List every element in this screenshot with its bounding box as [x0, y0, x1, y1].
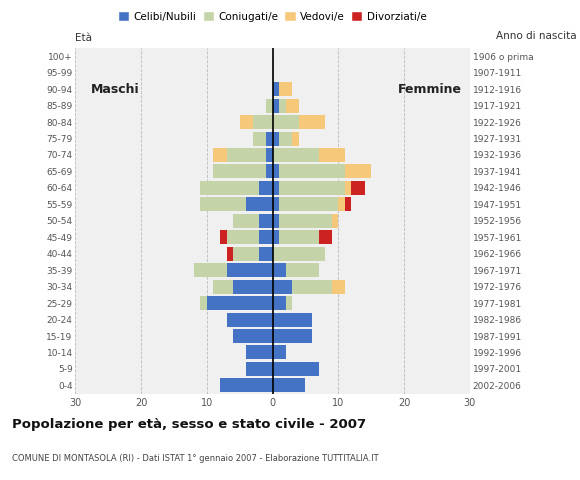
- Bar: [279, 82, 292, 96]
- Bar: [332, 280, 345, 294]
- Bar: [200, 296, 207, 310]
- Bar: [266, 98, 273, 113]
- Bar: [279, 230, 318, 244]
- Bar: [273, 263, 286, 277]
- Bar: [279, 165, 345, 179]
- Bar: [273, 230, 279, 244]
- Bar: [227, 312, 273, 326]
- Bar: [266, 148, 273, 162]
- Text: Età: Età: [75, 33, 92, 43]
- Bar: [220, 378, 273, 392]
- Bar: [332, 214, 338, 228]
- Bar: [246, 197, 273, 211]
- Bar: [351, 181, 365, 195]
- Bar: [273, 115, 299, 129]
- Bar: [279, 132, 292, 145]
- Bar: [273, 132, 279, 145]
- Bar: [345, 181, 351, 195]
- Bar: [259, 247, 273, 261]
- Bar: [227, 263, 273, 277]
- Bar: [227, 148, 266, 162]
- Bar: [345, 197, 351, 211]
- Bar: [345, 165, 371, 179]
- Bar: [213, 280, 233, 294]
- Bar: [200, 181, 259, 195]
- Bar: [279, 197, 338, 211]
- Bar: [273, 148, 318, 162]
- Bar: [273, 329, 312, 343]
- Bar: [233, 329, 273, 343]
- Bar: [273, 296, 286, 310]
- Bar: [273, 181, 279, 195]
- Bar: [292, 280, 332, 294]
- Bar: [273, 197, 279, 211]
- Bar: [279, 181, 345, 195]
- Bar: [246, 346, 273, 360]
- Bar: [273, 82, 279, 96]
- Bar: [273, 280, 292, 294]
- Bar: [273, 165, 279, 179]
- Bar: [318, 230, 332, 244]
- Text: Femmine: Femmine: [398, 83, 462, 96]
- Bar: [286, 263, 318, 277]
- Bar: [200, 197, 246, 211]
- Bar: [273, 312, 312, 326]
- Bar: [292, 132, 299, 145]
- Text: Popolazione per età, sesso e stato civile - 2007: Popolazione per età, sesso e stato civil…: [12, 418, 366, 431]
- Bar: [273, 362, 318, 376]
- Bar: [279, 98, 286, 113]
- Bar: [286, 296, 292, 310]
- Bar: [233, 247, 259, 261]
- Text: Anno di nascita: Anno di nascita: [496, 31, 577, 41]
- Bar: [273, 346, 286, 360]
- Bar: [207, 296, 273, 310]
- Bar: [338, 197, 345, 211]
- Bar: [253, 115, 273, 129]
- Bar: [259, 230, 273, 244]
- Bar: [273, 378, 306, 392]
- Bar: [227, 230, 259, 244]
- Bar: [213, 165, 266, 179]
- Bar: [233, 280, 273, 294]
- Text: COMUNE DI MONTASOLA (RI) - Dati ISTAT 1° gennaio 2007 - Elaborazione TUTTITALIA.: COMUNE DI MONTASOLA (RI) - Dati ISTAT 1°…: [12, 454, 378, 463]
- Bar: [240, 115, 253, 129]
- Bar: [259, 214, 273, 228]
- Text: Maschi: Maschi: [90, 83, 139, 96]
- Bar: [246, 362, 273, 376]
- Bar: [266, 132, 273, 145]
- Bar: [253, 132, 266, 145]
- Bar: [194, 263, 227, 277]
- Bar: [279, 214, 332, 228]
- Bar: [273, 214, 279, 228]
- Bar: [227, 247, 233, 261]
- Bar: [299, 115, 325, 129]
- Legend: Celibi/Nubili, Coniugati/e, Vedovi/e, Divorziati/e: Celibi/Nubili, Coniugati/e, Vedovi/e, Di…: [115, 8, 430, 26]
- Bar: [220, 230, 227, 244]
- Bar: [233, 214, 259, 228]
- Bar: [273, 247, 325, 261]
- Bar: [318, 148, 345, 162]
- Bar: [286, 98, 299, 113]
- Bar: [259, 181, 273, 195]
- Bar: [273, 98, 279, 113]
- Bar: [213, 148, 227, 162]
- Bar: [266, 165, 273, 179]
